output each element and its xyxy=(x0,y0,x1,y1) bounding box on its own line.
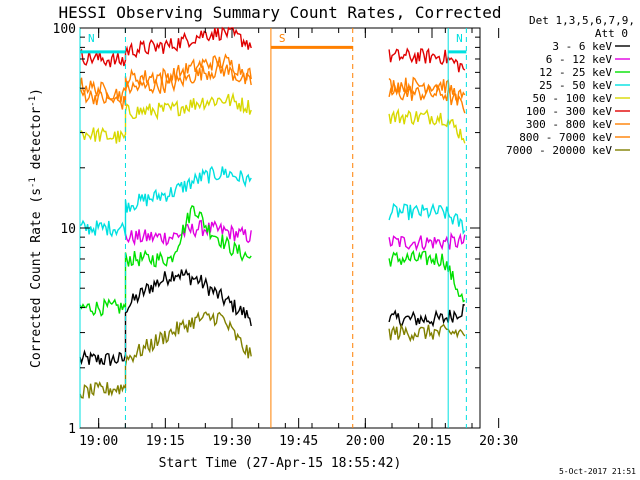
x-tick-label: 19:00 xyxy=(79,434,118,449)
legend-label: 100 - 300 keV xyxy=(526,105,612,118)
series-line xyxy=(388,249,466,303)
legend-title-line1: Det 1,3,5,6,7,9, xyxy=(529,14,635,27)
series-line xyxy=(388,322,466,343)
series-4 xyxy=(79,91,466,144)
legend-label: 7000 - 20000 keV xyxy=(506,144,612,157)
series-3 xyxy=(79,165,466,238)
series-line xyxy=(124,219,252,247)
series-7 xyxy=(79,53,466,105)
ylabel-end: ) xyxy=(29,88,44,96)
series-line xyxy=(79,26,252,68)
series-1 xyxy=(124,219,466,252)
series-2 xyxy=(79,204,466,317)
series-line xyxy=(388,107,466,144)
flag-label: N xyxy=(456,32,463,45)
legend-label: 300 - 800 keV xyxy=(526,118,612,131)
series-line xyxy=(388,304,465,330)
series-line xyxy=(79,53,252,103)
series-8 xyxy=(79,311,466,399)
series-line xyxy=(388,76,466,105)
legend-label: 3 - 6 keV xyxy=(552,40,612,53)
ylabel-exp1: -1 xyxy=(28,177,38,188)
x-tick-label: 20:15 xyxy=(412,434,451,449)
x-tick-label: 19:45 xyxy=(279,434,318,449)
series-line xyxy=(79,268,252,366)
chart-title: HESSI Observing Summary Count Rates, Cor… xyxy=(58,3,501,22)
x-tick-label: 19:15 xyxy=(146,434,185,449)
series-line xyxy=(388,47,466,73)
series-line xyxy=(79,165,252,238)
x-tick-label: 20:00 xyxy=(346,434,385,449)
legend-title-line2: Att 0 xyxy=(595,27,628,40)
y-tick-label: 100 xyxy=(53,22,76,37)
x-axis-ticks: 19:00 19:15 19:30 19:45 20:00 20:15 20:30 xyxy=(79,28,518,449)
x-tick-label: 19:30 xyxy=(212,434,251,449)
flag-label: S xyxy=(279,32,286,45)
legend-label: 12 - 25 keV xyxy=(539,66,612,79)
series-line xyxy=(388,202,466,235)
y-tick-label: 1 xyxy=(68,422,76,437)
ylabel-exp2: -1 xyxy=(28,96,38,107)
legend-label: 50 - 100 keV xyxy=(533,92,613,105)
legend-label: 25 - 50 keV xyxy=(539,79,612,92)
plot-frame xyxy=(79,27,481,429)
plot-border xyxy=(79,27,481,429)
series-5 xyxy=(79,26,466,73)
x-tick-label: 20:30 xyxy=(479,434,518,449)
series-line xyxy=(388,231,466,252)
series-line xyxy=(79,311,252,399)
y-tick-label: 10 xyxy=(60,222,76,237)
series-line xyxy=(79,204,252,317)
y-axis-ticks: 1 10 100 xyxy=(53,22,480,437)
y-axis-label: Corrected Count Rate (s-1 detector-1) xyxy=(28,88,44,368)
legend-label: 800 - 7000 keV xyxy=(519,131,612,144)
timestamp: 5-Oct-2017 21:51 xyxy=(559,467,636,476)
series-line xyxy=(79,91,252,144)
flag-label: N xyxy=(88,32,95,45)
legend-label: 6 - 12 keV xyxy=(546,53,613,66)
ylabel-mid: detector xyxy=(29,107,44,178)
ylabel-main: Corrected Count Rate (s xyxy=(29,188,44,368)
x-axis-label: Start Time (27-Apr-15 18:55:42) xyxy=(159,456,402,471)
